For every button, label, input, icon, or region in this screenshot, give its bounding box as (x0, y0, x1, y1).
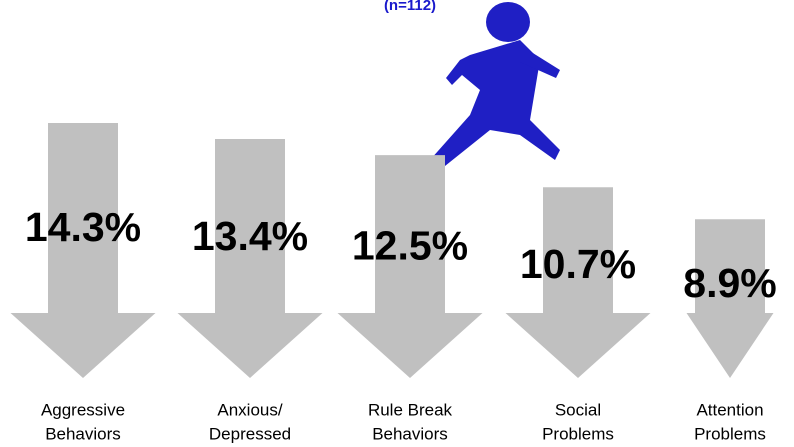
arrow-bar (505, 187, 651, 378)
category-label: Behaviors (45, 424, 121, 443)
value-label: 12.5% (352, 223, 468, 269)
value-label: 14.3% (25, 204, 141, 250)
category-label: Attention (696, 400, 763, 419)
arrow-bar (177, 139, 323, 378)
chart-title: (n=112) (384, 0, 436, 14)
category-label: Depressed (209, 424, 291, 443)
category-label: Social (555, 400, 601, 419)
category-label: Behaviors (372, 424, 448, 443)
value-label: 13.4% (192, 213, 308, 259)
arrow-bar (10, 123, 156, 378)
category-label: Problems (542, 424, 614, 443)
arrow-bar (337, 155, 483, 378)
category-label: Problems (694, 424, 766, 443)
category-label: Aggressive (41, 400, 125, 419)
arrow-bar (686, 219, 774, 378)
category-label: Rule Break (368, 400, 453, 419)
category-label: Anxious/ (217, 400, 282, 419)
value-label: 8.9% (683, 260, 776, 306)
value-label: 10.7% (520, 241, 636, 287)
